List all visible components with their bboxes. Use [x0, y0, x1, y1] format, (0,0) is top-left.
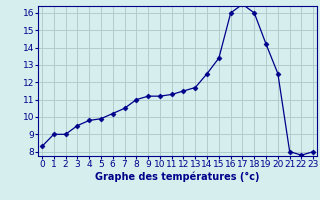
- X-axis label: Graphe des températures (°c): Graphe des températures (°c): [95, 172, 260, 182]
